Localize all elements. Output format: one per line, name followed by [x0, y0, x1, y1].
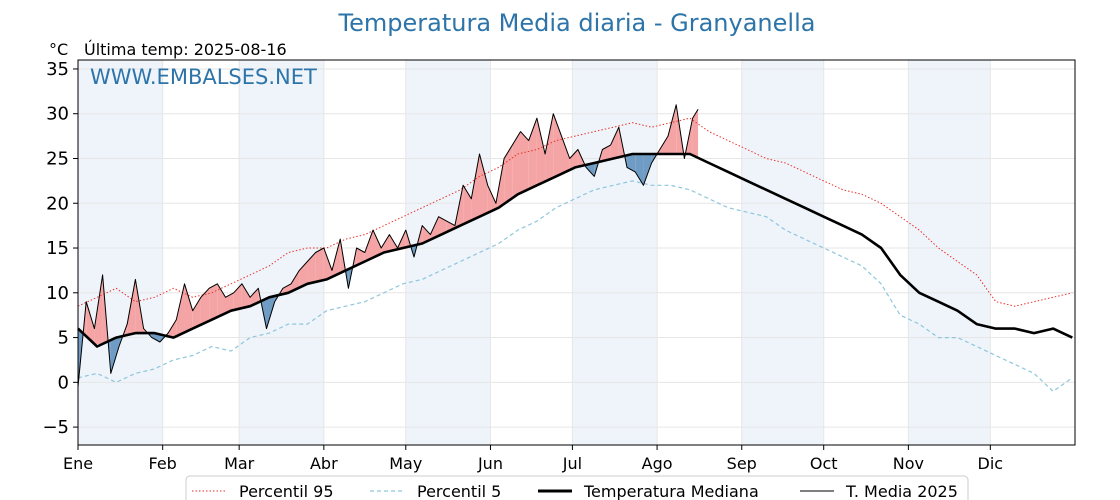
y-axis-ticks: −5 0 5 10 15 20 25 30 35: [42, 59, 78, 438]
legend: Percentil 95 Percentil 5 Temperatura Med…: [185, 475, 969, 500]
fill-above-median: [545, 113, 554, 182]
fill-above-median: [561, 136, 570, 174]
y-tick-label: 30: [46, 104, 69, 125]
fill-below-median: [586, 162, 595, 177]
x-tick-label: Oct: [810, 454, 838, 473]
month-band-Nov: [908, 60, 991, 445]
fill-above-median: [471, 154, 480, 221]
last-temp-label: Última temp: 2025-08-16: [84, 40, 287, 59]
x-tick-label: Abr: [310, 454, 338, 473]
x-tick-label: Sep: [727, 454, 757, 473]
fill-above-median: [512, 131, 521, 199]
fill-above-median: [422, 225, 431, 244]
plot-frame: [77, 59, 1076, 446]
series-lines: [77, 104, 1073, 393]
fill-below-median: [635, 154, 644, 186]
fill-above-median: [610, 127, 619, 160]
legend-p95-label: Percentil 95: [239, 482, 334, 500]
y-tick-label: 0: [58, 372, 69, 393]
y-tick-label: 5: [58, 328, 69, 349]
x-tick-label: Jun: [477, 454, 503, 473]
line-temperatura-mediana: [77, 152, 1073, 348]
fill-above-median: [520, 131, 529, 194]
fill-above-median: [504, 145, 513, 204]
chart-title: Temperatura Media diaria - Granyanella: [338, 9, 816, 37]
fill-above-median: [446, 221, 455, 233]
legend-box: [185, 475, 969, 500]
x-axis-ticks: Ene Feb Mar Abr May Jun Jul Ago Sep Oct Nov Dic: [63, 445, 1003, 473]
fill-above-median: [192, 297, 201, 329]
fill-above-median: [225, 292, 234, 314]
month-bands: [78, 60, 991, 445]
month-band-Sep: [741, 60, 824, 445]
month-band-Mar: [239, 60, 324, 445]
fill-above-median: [553, 113, 562, 178]
fill-below-median: [643, 154, 652, 186]
fill-above-median: [373, 230, 382, 258]
fill-above-median: [86, 301, 95, 344]
x-tick-label: Nov: [893, 454, 924, 473]
y-tick-label: −5: [42, 417, 69, 438]
legend-median-label: Temperatura Mediana: [583, 482, 759, 500]
legend-2025-label: T. Media 2025: [845, 482, 958, 500]
fill-above-median: [184, 283, 193, 333]
fill-above-median: [463, 185, 472, 225]
fill-above-median: [438, 216, 447, 236]
fill-above-median: [94, 274, 103, 344]
x-tick-label: Feb: [149, 454, 177, 473]
x-tick-label: Ago: [642, 454, 673, 473]
fill-below-median: [627, 154, 636, 172]
fill-above-median: [323, 248, 333, 280]
y-tick-label: 20: [46, 193, 69, 214]
fill-above-median: [602, 145, 611, 162]
y-tick-label: 10: [46, 283, 69, 304]
x-tick-label: Ene: [63, 454, 93, 473]
fill-above-median: [200, 288, 210, 325]
fill-above-median: [209, 283, 218, 321]
fill-above-median: [307, 252, 316, 284]
fill-below-median: [151, 333, 160, 343]
legend-p5-label: Percentil 5: [417, 482, 501, 500]
y-tick-label: 25: [46, 148, 69, 169]
fill-above-median: [299, 261, 308, 288]
y-tick-label: 35: [46, 59, 69, 80]
fill-above-median: [479, 154, 488, 217]
fill-above-median: [315, 248, 324, 282]
x-tick-label: Dic: [978, 454, 1004, 473]
fill-above-median: [233, 283, 242, 311]
month-band-Jul: [572, 60, 658, 445]
fill-above-median: [250, 288, 259, 307]
fill-above-median: [291, 270, 300, 292]
fill-above-median: [241, 283, 251, 309]
x-tick-label: May: [389, 454, 422, 473]
fill-above-median: [659, 136, 669, 155]
fill-above-median: [381, 234, 390, 254]
fill-above-median: [487, 185, 496, 213]
y-tick-label: 15: [46, 238, 69, 259]
fill-above-median: [536, 118, 546, 186]
fill-above-median: [356, 248, 365, 266]
line-percentil-5: [77, 180, 1073, 393]
y-unit-label: °C: [49, 40, 68, 59]
x-tick-label: Mar: [224, 454, 255, 473]
fill-above-median: [668, 104, 677, 155]
watermark: WWW.EMBALSES.NET: [90, 65, 317, 89]
x-tick-label: Jul: [562, 454, 582, 473]
fill-above-median: [217, 283, 226, 318]
month-band-Ene: [78, 60, 163, 445]
fill-above-median: [364, 230, 374, 262]
line-percentil-95: [77, 117, 1073, 307]
fill-above-median: [176, 283, 185, 337]
fill-below-median: [110, 336, 119, 374]
line-t-media-2025: [77, 104, 699, 387]
fill-above-median: [692, 109, 699, 158]
month-band-May: [405, 60, 491, 445]
fill-above-median: [569, 149, 578, 170]
